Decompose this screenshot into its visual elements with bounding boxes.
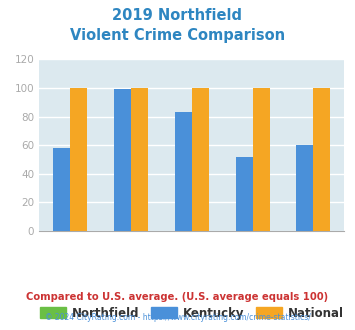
Bar bbox=[114, 89, 131, 231]
Bar bbox=[192, 88, 209, 231]
Bar bbox=[131, 88, 148, 231]
Text: © 2024 CityRating.com - https://www.cityrating.com/crime-statistics/: © 2024 CityRating.com - https://www.city… bbox=[45, 314, 310, 322]
Bar bbox=[70, 88, 87, 231]
Text: Violent Crime Comparison: Violent Crime Comparison bbox=[70, 28, 285, 43]
Text: Compared to U.S. average. (U.S. average equals 100): Compared to U.S. average. (U.S. average … bbox=[26, 292, 329, 302]
Bar bbox=[296, 145, 313, 231]
Bar bbox=[175, 112, 192, 231]
Legend: Northfield, Kentucky, National: Northfield, Kentucky, National bbox=[35, 302, 349, 325]
Text: 2019 Northfield: 2019 Northfield bbox=[113, 8, 242, 23]
Bar bbox=[53, 148, 70, 231]
Bar bbox=[313, 88, 331, 231]
Bar bbox=[235, 157, 252, 231]
Bar bbox=[252, 88, 269, 231]
